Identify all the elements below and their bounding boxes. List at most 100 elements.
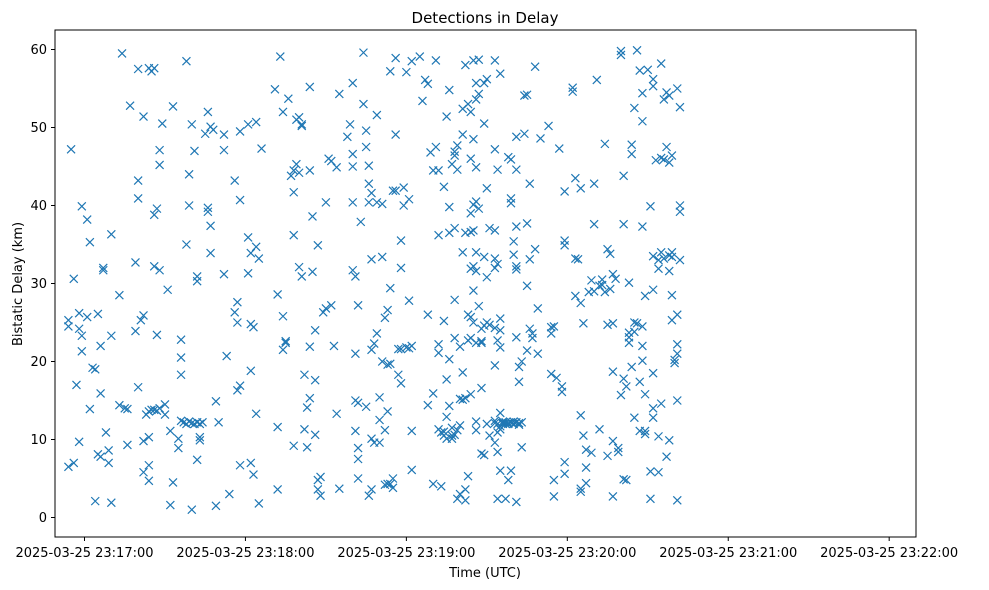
data-point — [514, 377, 524, 387]
data-point — [466, 389, 476, 399]
y-tick-label: 40 — [30, 199, 47, 214]
data-point — [490, 226, 500, 235]
data-point — [278, 107, 288, 117]
data-point — [93, 309, 103, 319]
data-point — [377, 357, 387, 366]
data-point — [667, 151, 677, 161]
data-point — [230, 176, 240, 185]
data-point — [377, 199, 387, 209]
data-point — [672, 339, 682, 349]
data-point — [546, 322, 556, 332]
data-point — [155, 160, 165, 170]
data-point — [243, 268, 253, 278]
data-point — [289, 187, 299, 197]
data-point — [629, 103, 639, 113]
data-point — [525, 324, 535, 334]
data-point — [439, 182, 449, 192]
y-axis-label: Bistatic Delay (km) — [11, 222, 26, 346]
data-point — [294, 262, 304, 272]
data-point — [646, 467, 655, 476]
data-point — [616, 50, 626, 60]
data-point — [173, 434, 183, 444]
data-point — [637, 356, 647, 366]
data-point — [90, 496, 100, 506]
data-point — [246, 248, 256, 258]
data-point — [466, 312, 476, 322]
data-point — [120, 403, 130, 413]
data-point — [600, 287, 610, 297]
data-point — [144, 432, 154, 442]
x-tick-label: 2025-03-25 23:17:00 — [15, 546, 153, 561]
data-point — [627, 140, 637, 150]
data-point — [439, 316, 449, 326]
data-point — [77, 331, 87, 341]
data-point — [372, 197, 382, 207]
data-point — [219, 269, 229, 279]
data-point — [474, 55, 484, 65]
data-point — [359, 48, 368, 58]
data-point — [208, 125, 218, 135]
data-point — [246, 366, 256, 376]
data-point — [463, 99, 473, 109]
data-point — [96, 389, 106, 398]
data-point — [275, 52, 285, 61]
data-point — [98, 263, 108, 273]
data-point — [589, 219, 599, 229]
data-point — [471, 425, 481, 435]
data-point — [350, 349, 360, 359]
x-axis-label: Time (UTC) — [448, 566, 521, 581]
data-point — [297, 121, 307, 131]
data-point — [619, 374, 629, 384]
data-point — [232, 297, 242, 307]
data-point — [300, 424, 309, 434]
data-point — [603, 451, 612, 461]
data-point — [568, 87, 578, 97]
data-point — [254, 499, 264, 508]
data-point — [452, 425, 462, 435]
data-point — [485, 320, 494, 330]
data-point — [656, 153, 666, 163]
data-point — [364, 197, 374, 207]
data-point — [632, 318, 642, 328]
data-point — [305, 82, 315, 92]
data-point — [106, 331, 116, 341]
data-point — [332, 162, 342, 172]
data-point — [391, 53, 401, 63]
data-point — [211, 396, 221, 406]
data-point — [348, 149, 358, 159]
data-point — [442, 112, 452, 122]
data-point — [444, 354, 454, 364]
data-point — [595, 424, 604, 434]
data-point — [509, 250, 519, 260]
data-point — [96, 452, 106, 462]
data-point — [359, 99, 368, 109]
y-tick-label: 30 — [30, 277, 47, 292]
data-point — [294, 112, 304, 122]
data-point — [485, 431, 494, 441]
data-point — [82, 215, 92, 224]
data-point — [474, 204, 484, 214]
data-point — [672, 349, 682, 359]
data-point — [139, 436, 148, 446]
data-point — [388, 483, 398, 493]
data-point — [675, 102, 685, 112]
data-point — [667, 290, 677, 300]
data-point — [600, 139, 610, 149]
data-point — [364, 161, 374, 171]
data-point — [469, 226, 478, 235]
data-point — [495, 408, 505, 418]
data-point — [546, 369, 556, 379]
data-point — [608, 367, 618, 377]
data-point — [195, 419, 205, 429]
data-point — [536, 133, 545, 143]
data-point — [125, 101, 135, 111]
data-point — [90, 364, 100, 374]
data-point — [651, 155, 661, 165]
data-point — [149, 63, 159, 73]
data-point — [152, 330, 162, 340]
data-point — [350, 426, 360, 436]
data-point — [388, 186, 398, 196]
data-point — [624, 278, 634, 288]
data-point — [203, 207, 213, 217]
data-point — [361, 142, 371, 152]
